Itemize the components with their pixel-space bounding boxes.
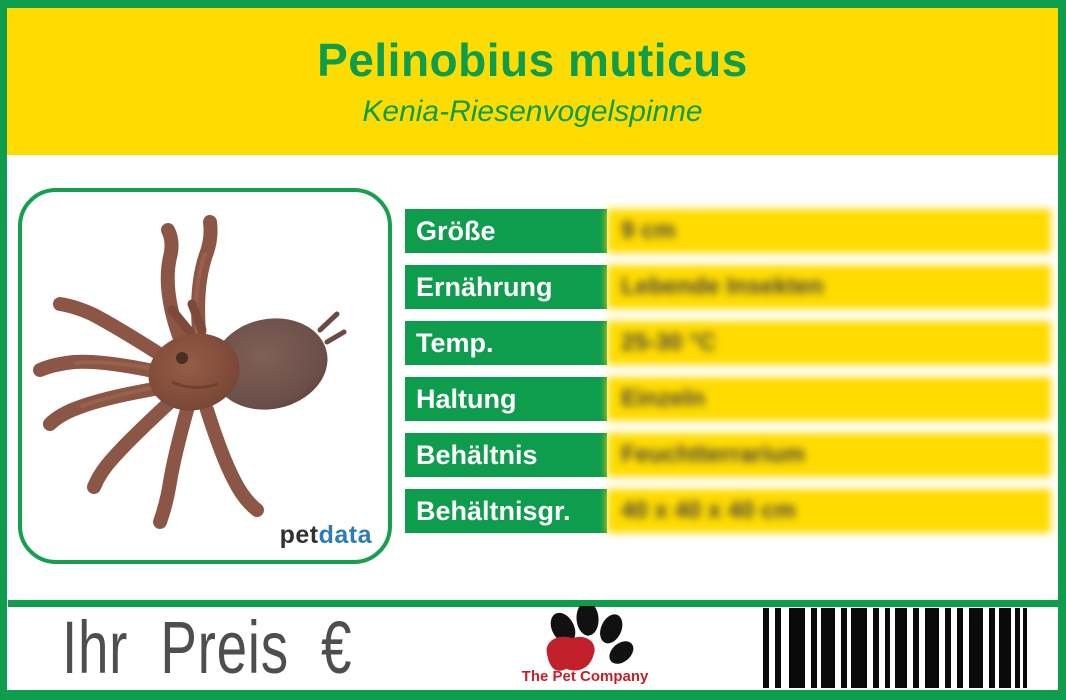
row-value-blurred: 25-30 °C	[607, 321, 1051, 365]
row-label: Behältnis	[405, 433, 607, 477]
row-value-blurred: Feuchtterrarium	[607, 433, 1051, 477]
table-row: Haltung Einzeln	[405, 377, 1051, 421]
price-label: Ihr Preis €	[62, 606, 353, 689]
spider-photo	[33, 215, 347, 529]
row-value-blurred: Einzeln	[607, 377, 1051, 421]
row-label: Temp.	[405, 321, 607, 365]
info-table: Größe 9 cm Ernährung Lebende Insekten Te…	[405, 209, 1051, 545]
table-row: Temp. 25-30 °C	[405, 321, 1051, 365]
pet-company-name: The Pet Company	[521, 668, 649, 685]
row-label: Haltung	[405, 377, 607, 421]
row-value-blurred: Lebende Insekten	[607, 265, 1051, 309]
animal-photo-frame: petdata	[18, 188, 392, 564]
row-value-blurred: 9 cm	[607, 209, 1051, 253]
table-row: Ernährung Lebende Insekten	[405, 265, 1051, 309]
barcode	[763, 608, 1027, 688]
species-title: Pelinobius muticus	[317, 33, 748, 86]
paw-icon	[546, 606, 634, 671]
row-value-blurred: 40 x 40 x 40 cm	[607, 489, 1051, 533]
pet-company-logo: The Pet Company	[515, 606, 655, 690]
common-name-subtitle: Kenia-Riesenvogelspinne	[362, 94, 703, 128]
table-row: Behältnisgr. 40 x 40 x 40 cm	[405, 489, 1051, 533]
footer-divider	[8, 600, 1058, 607]
table-row: Behältnis Feuchtterrarium	[405, 433, 1051, 477]
row-label: Ernährung	[405, 265, 607, 309]
header: Pelinobius muticus Kenia-Riesenvogelspin…	[7, 8, 1058, 155]
row-label: Behältnisgr.	[405, 489, 607, 533]
petdata-logo-pet: pet	[279, 521, 319, 549]
petdata-logo: petdata	[280, 521, 372, 550]
row-label: Größe	[405, 209, 607, 253]
petdata-logo-data: data	[318, 521, 372, 549]
table-row: Größe 9 cm	[405, 209, 1051, 253]
